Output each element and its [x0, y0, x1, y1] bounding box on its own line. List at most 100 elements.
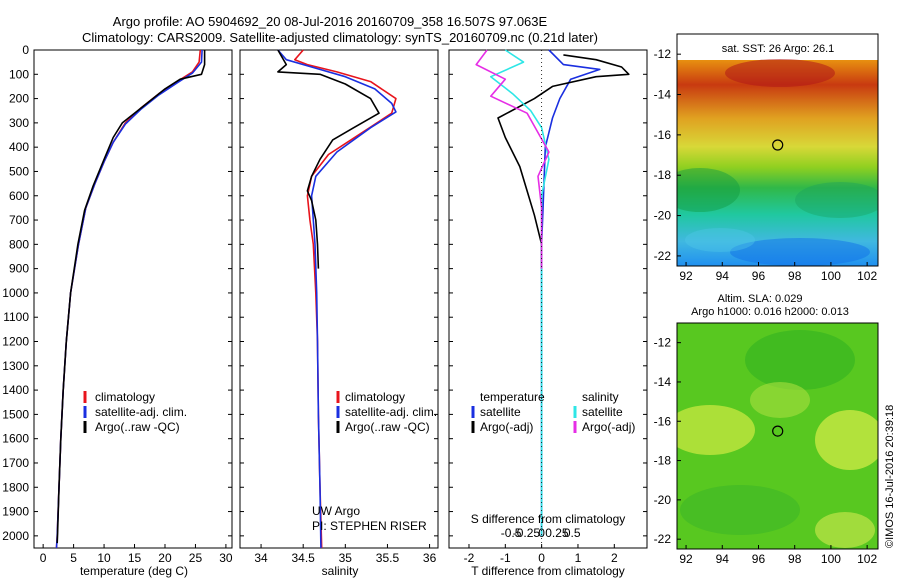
map-x-tick-label: 92: [679, 552, 693, 566]
depth-tick-label: 1200: [2, 335, 29, 349]
depth-tick-label: 1900: [2, 505, 29, 519]
depth-tick-label: 1300: [2, 359, 29, 373]
depth-tick-label: 2000: [2, 529, 29, 543]
salinity-axis-label: salinity: [322, 564, 359, 578]
difference-panel: -2 -1 0 1 2 S difference from climatology -0…: [448, 49, 648, 578]
map-y-tick-label: -22: [654, 532, 672, 546]
diff-legend-salinity-title: salinity: [582, 390, 619, 404]
sst-heatmap-texture: [677, 59, 878, 266]
temp-legend-satellite: satellite-adj. clim.: [95, 405, 187, 419]
map-x-tick-label: 94: [716, 269, 730, 283]
sal-legend-satellite: satellite-adj. clim.: [345, 405, 437, 419]
series-line-satellite-adj-clim-: [55, 49, 203, 549]
sst-float-location-marker: [772, 139, 784, 151]
map-x-tick-label: 98: [788, 552, 802, 566]
map-y-tick-label: -18: [654, 168, 672, 182]
map-x-tick-label: 96: [752, 269, 766, 283]
sla-map-title-line-2: Argo h1000: 0.016 h2000: 0.013: [691, 306, 849, 318]
depth-tick-label: 800: [9, 237, 29, 251]
diff-legend-temp-argo: Argo(-adj): [480, 420, 533, 434]
map-y-tick-label: -12: [654, 336, 672, 350]
map-x-tick-label: 96: [752, 552, 766, 566]
depth-tick-label: 1000: [2, 286, 29, 300]
depth-tick-label: 0: [22, 43, 29, 57]
series-line-salinity-satellite: [489, 49, 550, 536]
x-tick-label: 20: [158, 551, 172, 565]
top-axis-label: S difference from climatology: [471, 512, 626, 526]
temp-legend-argo: Argo(..raw -QC): [95, 420, 180, 434]
x-tick-label: 5: [70, 551, 77, 565]
sst-map-title: sat. SST: 26 Argo: 26.1: [722, 43, 835, 55]
depth-tick-label: 300: [9, 116, 29, 130]
diff-legend-sal-argo: Argo(-adj): [582, 420, 635, 434]
x-tick-label: 35.5: [376, 551, 400, 565]
top-tick-label: 0.25: [545, 526, 569, 540]
sst-heatmap: [677, 60, 878, 266]
x-tick-label: 25: [189, 551, 203, 565]
sst-map-frame: [676, 33, 879, 267]
depth-tick-label: 100: [9, 67, 29, 81]
diff-legend-sal-satellite: satellite: [582, 405, 623, 419]
map-y-tick-label: -16: [654, 414, 672, 428]
series-line-climatology: [293, 49, 397, 549]
x-tick-label: 35: [339, 551, 353, 565]
sla-map-title-line-1: Altim. SLA: 0.029: [718, 293, 803, 305]
top-tick-label: -0.25: [513, 526, 541, 540]
map-x-tick-label: 100: [821, 269, 841, 283]
salinity-plot-frame: [239, 49, 439, 549]
float-operator: UW Argo: [312, 504, 360, 518]
diff-legend-temp-satellite: satellite: [480, 405, 521, 419]
salinity-panel: 34 34.5 35 35.5 36 salinity climatology sate…: [239, 49, 439, 578]
top-tick-label: -0.5: [501, 526, 522, 540]
sal-legend-climatology: climatology: [345, 390, 405, 404]
x-tick-label: 0: [40, 551, 47, 565]
sal-legend-argo: Argo(..raw -QC): [345, 420, 430, 434]
map-y-tick-label: -14: [654, 88, 672, 102]
map-y-tick-label: -20: [654, 493, 672, 507]
difference-axis-label: T difference from climatology: [471, 564, 625, 578]
temp-legend-climatology: climatology: [95, 390, 155, 404]
x-tick-label: 0: [538, 551, 545, 565]
title-line-1: Argo profile: AO 5904692_20 08-Jul-2016 …: [113, 14, 548, 29]
map-y-tick-label: -22: [654, 249, 672, 263]
depth-tick-label: 1400: [2, 383, 29, 397]
series-line-temperature-argo-adj-: [497, 54, 630, 269]
sla-float-location-marker: [772, 425, 784, 437]
map-y-tick-label: -18: [654, 454, 672, 468]
top-tick-label: 0: [538, 526, 545, 540]
x-tick-label: 34.5: [292, 551, 316, 565]
diff-legend-temperature-title: temperature: [480, 390, 545, 404]
depth-tick-label: 500: [9, 164, 29, 178]
x-tick-label: 34: [254, 551, 268, 565]
map-x-tick-label: 94: [716, 552, 730, 566]
salinity-legend: climatology satellite-adj. clim. Argo(..…: [336, 390, 437, 434]
map-x-tick-label: 102: [857, 552, 877, 566]
map-x-tick-label: 102: [857, 269, 877, 283]
map-y-tick-label: -16: [654, 128, 672, 142]
x-tick-label: 10: [97, 551, 111, 565]
x-tick-label: -2: [464, 551, 475, 565]
x-tick-label: 15: [128, 551, 142, 565]
depth-tick-label: 700: [9, 213, 29, 227]
depth-tick-label: 400: [9, 140, 29, 154]
depth-tick-label: 600: [9, 189, 29, 203]
sla-map-frame: [676, 322, 879, 550]
series-line-salinity-argo-adj-: [475, 49, 550, 269]
series-line-temperature-satellite: [540, 49, 601, 536]
map-x-tick-label: 92: [679, 269, 693, 283]
temperature-panel: 0100200300400500600700800900100011001200…: [2, 43, 233, 578]
map-x-tick-label: 98: [788, 269, 802, 283]
difference-plot-frame: [448, 49, 648, 549]
imos-watermark: ©IMOS 16-Jul-2016 20:39:18: [884, 405, 896, 548]
sla-heatmap-texture: [677, 330, 878, 548]
depth-tick-label: 200: [9, 92, 29, 106]
depth-tick-label: 1500: [2, 407, 29, 421]
series-line-satellite-adj-clim-: [277, 49, 397, 549]
x-tick-label: 36: [423, 551, 437, 565]
depth-tick-label: 900: [9, 262, 29, 276]
x-tick-label: -1: [500, 551, 511, 565]
principal-investigator: PI: STEPHEN RISER: [312, 519, 427, 533]
series-line-climatology: [55, 49, 202, 549]
x-tick-label: 30: [219, 551, 233, 565]
